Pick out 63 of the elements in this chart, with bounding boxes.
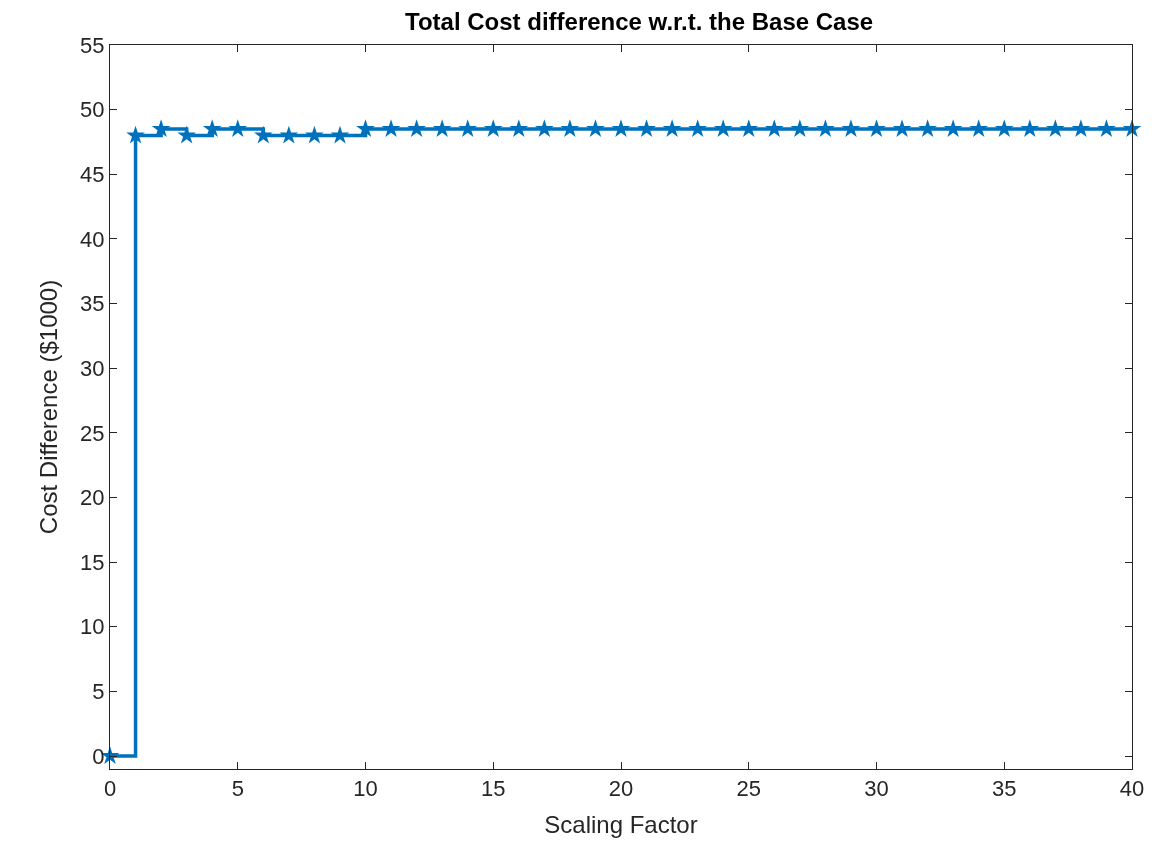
x-tick-label: 25 [736,776,761,802]
point [151,119,171,137]
y-tick-label: 55 [80,32,105,58]
point [637,119,656,137]
y-tick-label: 20 [80,485,105,511]
point [841,119,861,137]
point [535,119,554,137]
point [509,119,529,137]
point [1071,119,1091,137]
y-tick-label: 50 [80,97,105,123]
point [202,119,222,137]
y-tick-label: 15 [80,549,105,575]
y-tick-label: 30 [80,355,105,381]
point [586,119,605,137]
y-tick-label: 40 [80,226,105,252]
point [432,119,452,137]
x-axis-title: Scaling Factor [544,810,698,838]
point [253,125,273,144]
point [228,119,248,137]
y-tick-label: 5 [92,679,105,705]
point [867,119,886,137]
x-tick-label: 30 [864,776,889,802]
point [483,119,503,137]
point [943,119,963,137]
point [126,125,145,144]
point [790,119,810,137]
y-axis-title: Cost Difference ($1000) [35,279,63,535]
x-tick-label: 40 [1119,776,1145,802]
point [816,119,835,137]
point [1046,119,1065,137]
point [560,119,580,137]
x-tick-label: 35 [992,776,1017,802]
point [177,125,196,144]
point [305,125,324,144]
y-tick-label: 10 [80,614,105,640]
point [994,119,1014,137]
point [918,119,937,137]
x-tick-label: 10 [353,776,378,802]
point [713,119,733,137]
y-tick-label: 45 [80,161,105,187]
point [330,125,350,144]
chart-title: Total Cost difference w.r.t. the Base Case [405,7,874,35]
y-tick-label: 25 [80,420,105,446]
point [611,119,631,137]
point [356,119,375,137]
point [969,119,989,137]
point [1020,119,1040,137]
point [381,119,401,137]
y-tick-label: 35 [80,291,105,317]
point [1097,119,1116,137]
point [458,119,478,137]
point [739,119,759,137]
point [407,119,426,137]
point [688,119,707,137]
point [764,119,784,137]
point [1122,119,1142,137]
point [279,125,299,144]
x-tick-label: 5 [231,776,244,802]
x-tick-label: 20 [608,776,634,802]
point [892,119,912,137]
y-tick-label: 0 [92,743,105,769]
x-tick-label: 15 [481,776,506,802]
point [662,119,682,137]
